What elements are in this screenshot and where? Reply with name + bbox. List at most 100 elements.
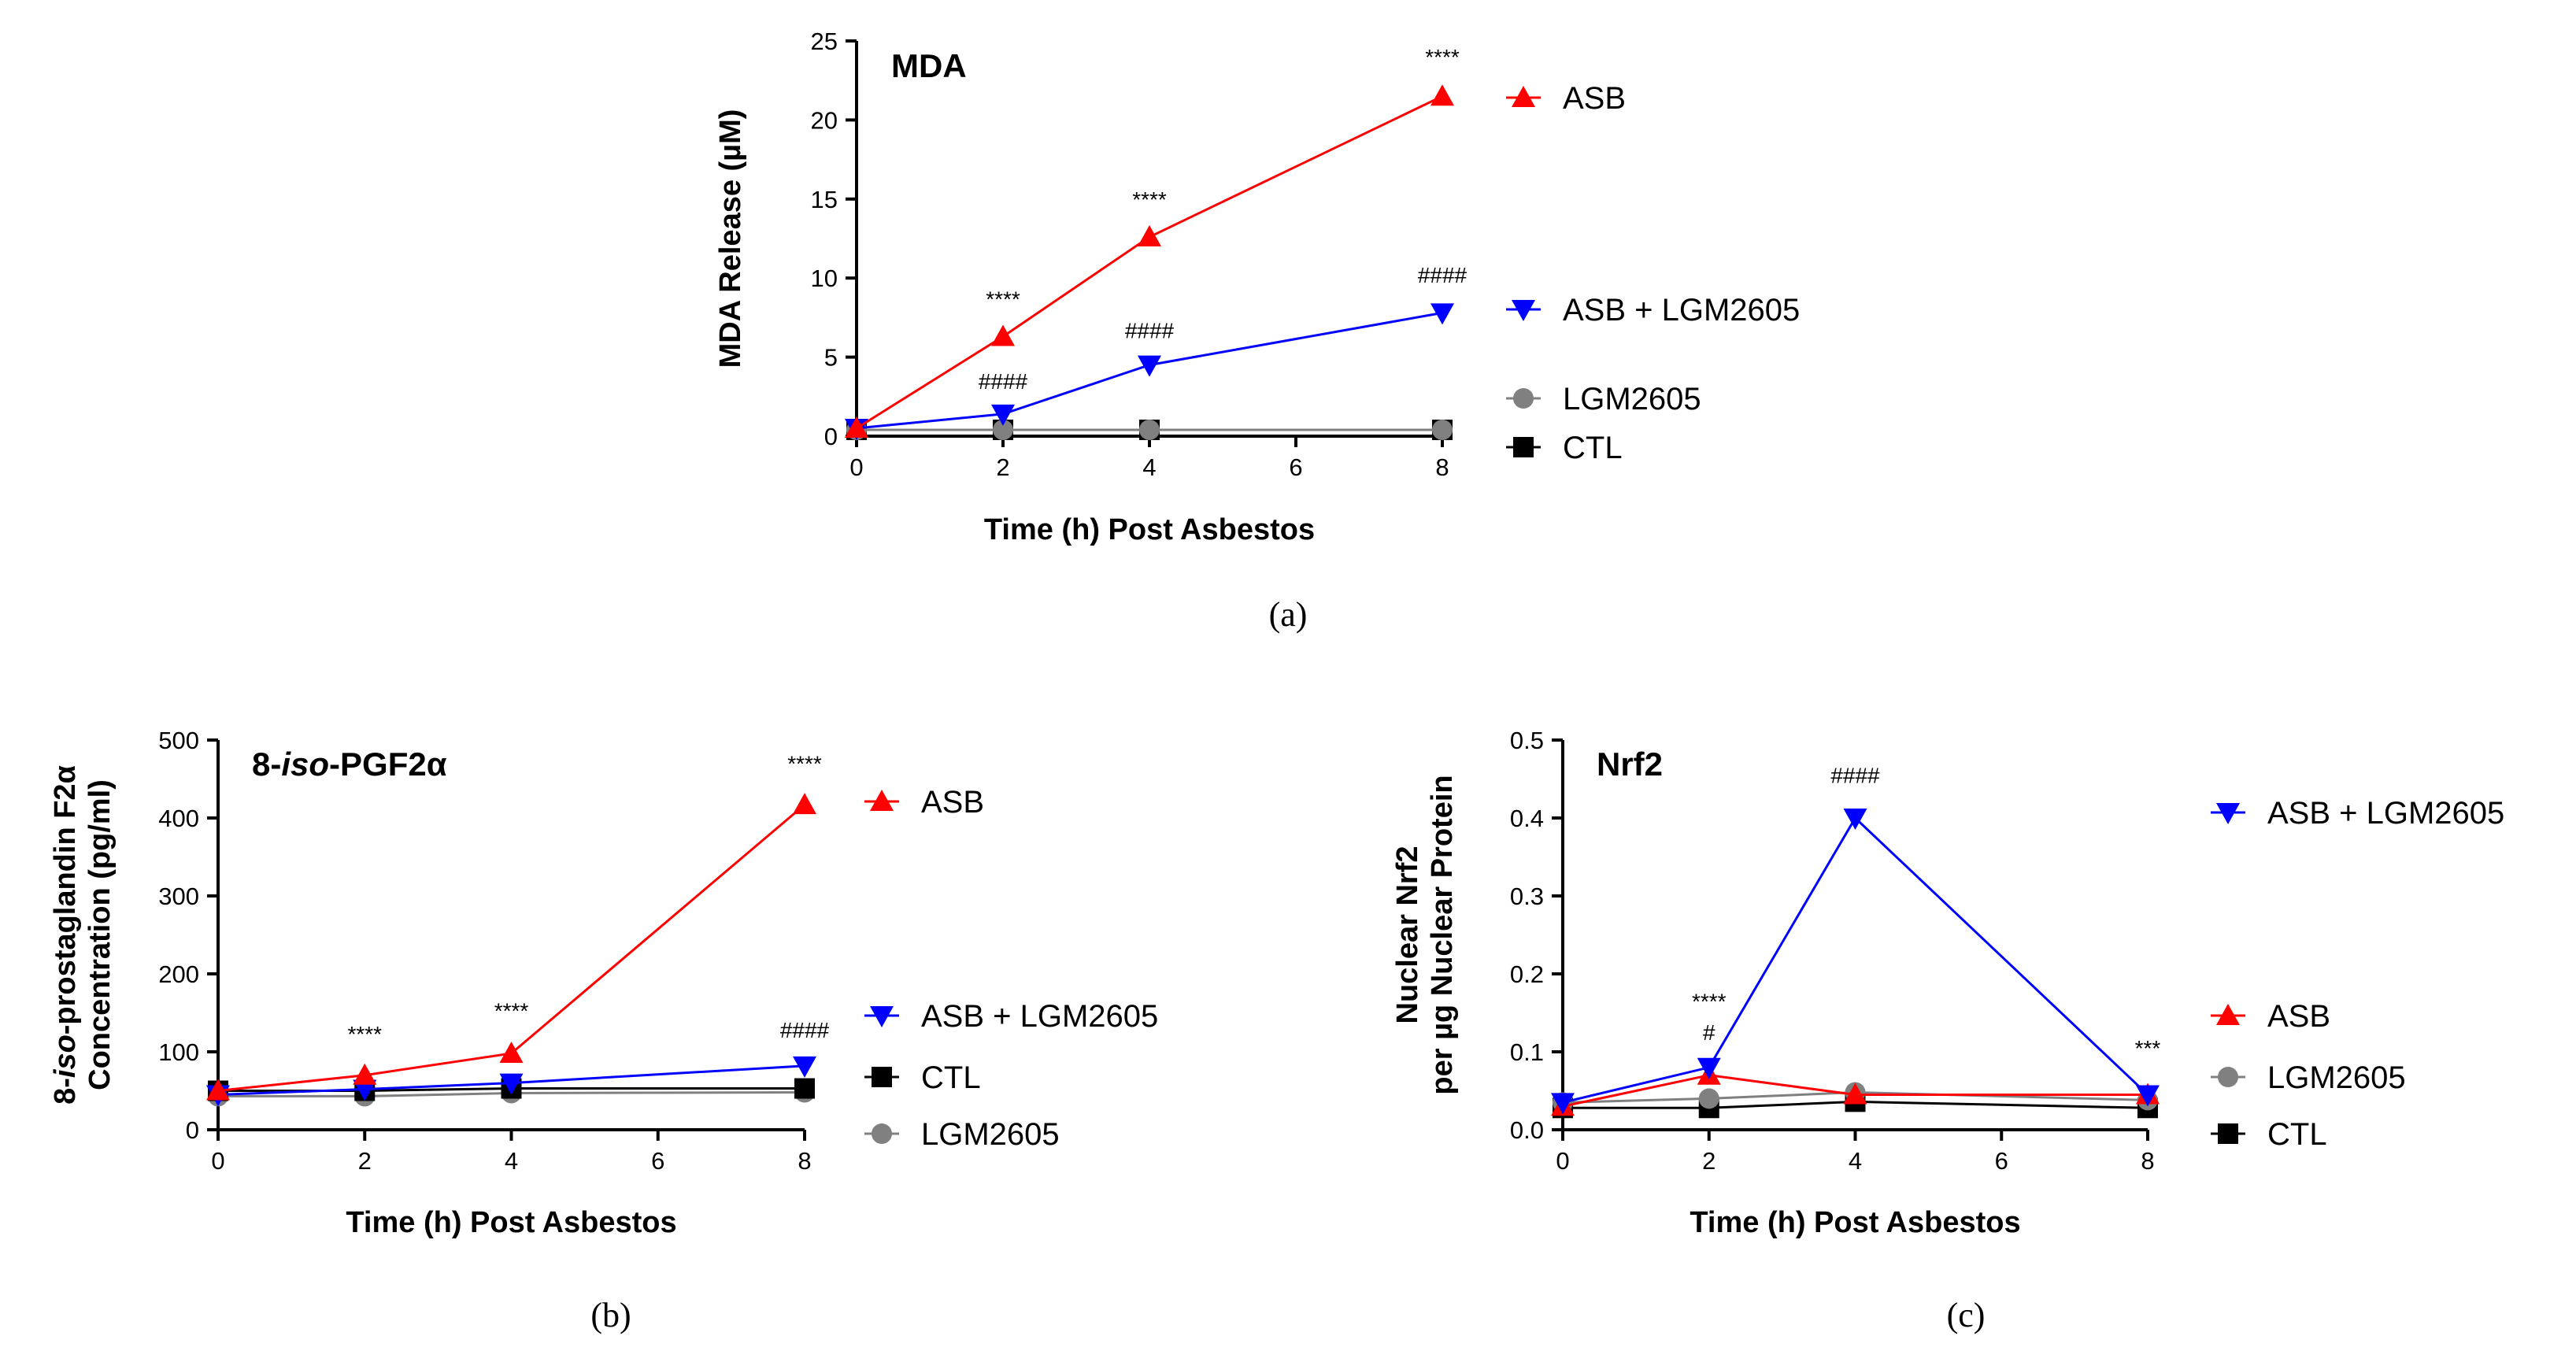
data-point-asb [845, 416, 868, 438]
y-axis-label: MDA Release (µM) [714, 109, 747, 368]
legend-marker-asb-lgm2605 [1512, 300, 1535, 321]
x-tick-label: 2 [1702, 1147, 1715, 1175]
data-point-asb-lgm2605 [991, 404, 1015, 426]
data-point-lgm2605 [993, 419, 1013, 440]
y-axis-label: Nuclear Nrf2per µg Nuclear Protein [1391, 775, 1459, 1094]
series-line-asb [856, 94, 1443, 430]
legend-label-ctl: CTL [921, 1060, 981, 1095]
y-tick-label: 5 [824, 344, 838, 372]
x-tick-label: 4 [1142, 453, 1156, 481]
series-line-lgm2605 [1562, 1090, 2149, 1104]
data-point-asb [1430, 84, 1454, 106]
y-tick-label: 0.2 [1510, 960, 1544, 988]
data-point-lgm2605 [1432, 419, 1453, 440]
data-point-asb [1138, 224, 1161, 246]
x-tick-label: 8 [798, 1147, 811, 1175]
y-tick-label: 500 [158, 727, 199, 754]
panel-caption: (c) [1947, 1296, 1986, 1334]
series-line-asb-lgm2605 [217, 1064, 805, 1096]
data-point-asb-lgm2605 [353, 1079, 377, 1101]
panel-a-mda-chart: 0 2 4 6 8 0 5 10 15 20 25 MDA Time (h) Post Asbestos… [714, 28, 1800, 634]
data-point-asb [991, 324, 1015, 346]
legend-marker-ctl [1513, 437, 1534, 457]
panel-title: Nrf2 [1597, 746, 1663, 783]
legend-label-asb: ASB [921, 785, 984, 820]
panel-caption: (b) [590, 1296, 631, 1334]
data-point-asb [1843, 1083, 1867, 1105]
legend-marker-asb-lgm2605 [870, 1006, 894, 1027]
data-point-asb [353, 1063, 377, 1085]
significance-annotation: **** [347, 1022, 382, 1046]
series-line-ctl [1563, 1100, 2149, 1109]
data-point-asb [793, 793, 816, 815]
x-tick-label: 0 [849, 453, 863, 481]
y-tick-label: 0.3 [1510, 883, 1544, 910]
y-tick-label: 20 [811, 106, 838, 134]
significance-annotation: #### [1418, 263, 1468, 287]
series-line-lgm2605 [218, 1090, 805, 1097]
y-tick-label: 0 [186, 1116, 199, 1144]
legend-marker-ctl [2218, 1123, 2238, 1144]
data-point-asb [206, 1079, 230, 1101]
legend-label-lgm2605: LGM2605 [2267, 1060, 2406, 1095]
legend-marker-asb [870, 790, 894, 811]
y-tick-label: 0.0 [1510, 1116, 1544, 1144]
legend-label-lgm2605: LGM2605 [1563, 382, 1701, 416]
y-tick-label: 300 [158, 883, 199, 910]
legend-marker-lgm2605 [1513, 388, 1534, 409]
x-axis-label: Time (h) Post Asbestos [346, 1206, 676, 1239]
legend-marker-asb-lgm2605 [2216, 803, 2240, 824]
significance-annotation: **** [1692, 990, 1727, 1014]
y-tick-label: 0.1 [1510, 1038, 1544, 1066]
series-line-asb-lgm2605 [856, 311, 1443, 430]
x-axis-label: Time (h) Post Asbestos [1690, 1206, 2020, 1239]
x-tick-label: 0 [1556, 1147, 1569, 1175]
significance-annotation: # [1703, 1020, 1715, 1045]
panel-caption: (a) [1269, 595, 1308, 634]
x-tick-label: 8 [1435, 453, 1449, 481]
data-point-asb-lgm2605 [1843, 809, 1867, 830]
data-point-lgm2605 [1698, 1088, 1719, 1109]
x-tick-label: 6 [1289, 453, 1302, 481]
y-tick-label: 0 [824, 423, 838, 450]
panel-c-nrf2-chart: 0 2 4 6 8 0.0 0.1 0.2 0.3 0.4 0.5 Nrf2 Time (h) Post… [1391, 727, 2504, 1334]
significance-annotation: **** [787, 752, 822, 776]
x-tick-label: 4 [505, 1147, 518, 1175]
significance-annotation: **** [1425, 45, 1460, 69]
x-tick-label: 2 [996, 453, 1009, 481]
y-axis-label: 8-iso-prostaglandin F2αConcentration (pg… [49, 765, 117, 1105]
y-tick-label: 0.4 [1510, 805, 1544, 832]
panel-title: 8-iso-PGF2α [252, 746, 447, 783]
legend-label-asb-lgm2605: ASB + LGM2605 [2267, 796, 2504, 831]
significance-annotation: #### [979, 369, 1028, 394]
panel-b-isoprostane-chart: 0 2 4 6 8 0 100 200 300 400 500 8-iso-PGF2α Time (h)… [49, 727, 1158, 1334]
significance-annotation: **** [986, 287, 1020, 311]
data-point-asb-lgm2605 [1138, 355, 1161, 377]
legend-label-asb-lgm2605: ASB + LGM2605 [921, 999, 1158, 1034]
data-point-asb-lgm2605 [499, 1073, 524, 1095]
x-tick-label: 4 [1849, 1147, 1862, 1175]
legend-marker-ctl [872, 1067, 892, 1087]
y-tick-label: 10 [811, 265, 838, 292]
significance-annotation: **** [1132, 187, 1167, 212]
legend-label-ctl: CTL [2267, 1117, 2327, 1152]
x-tick-label: 8 [2141, 1147, 2154, 1175]
x-tick-label: 6 [1995, 1147, 2008, 1175]
significance-annotation: **** [494, 998, 529, 1023]
series-line-asb [1562, 1074, 2148, 1108]
series-line-asb [217, 804, 805, 1092]
data-point-asb-lgm2605 [793, 1056, 816, 1078]
legend-marker-lgm2605 [872, 1123, 892, 1144]
y-tick-label: 15 [811, 186, 838, 213]
panel-title: MDA [891, 47, 967, 84]
legend-marker-asb [1512, 86, 1535, 107]
y-tick-label: 25 [811, 28, 838, 55]
x-tick-label: 6 [651, 1147, 664, 1175]
y-tick-label: 100 [158, 1038, 199, 1066]
legend-label-asb: ASB [2267, 999, 2330, 1034]
data-point-ctl [794, 1078, 815, 1099]
significance-annotation: #### [1125, 319, 1175, 343]
legend-marker-asb [2216, 1004, 2240, 1025]
significance-annotation: #### [1830, 763, 1880, 787]
